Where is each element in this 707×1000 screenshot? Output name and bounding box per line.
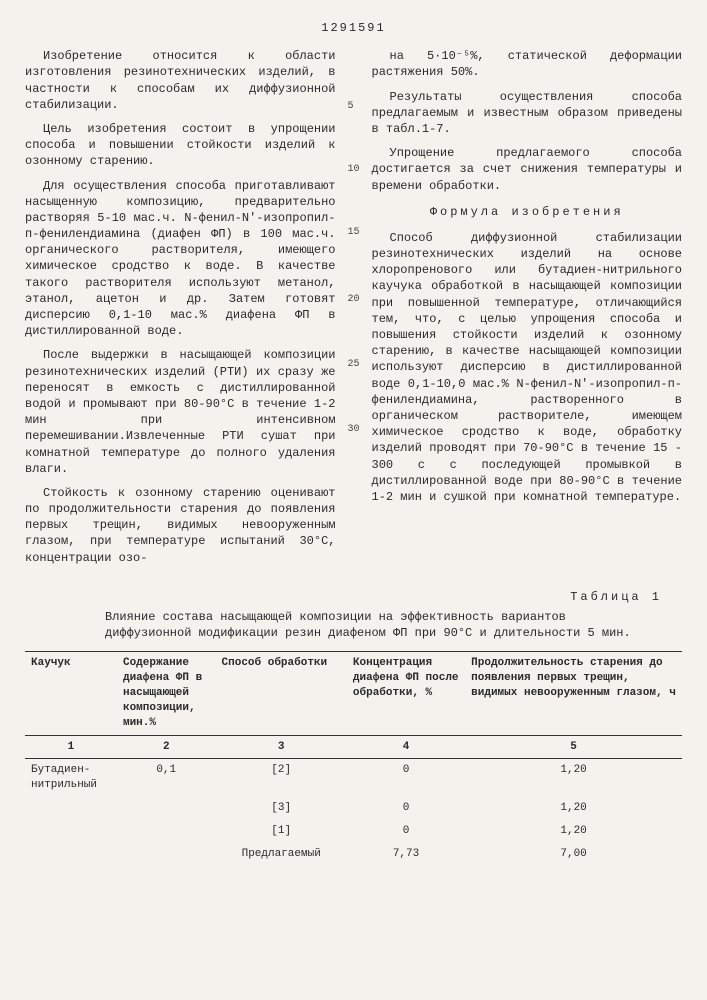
- para-r1: на 5·10⁻⁵%, статической деформации растя…: [372, 48, 683, 80]
- cell: [25, 797, 117, 820]
- cell: [1]: [216, 820, 347, 843]
- line-num-15: 15: [348, 226, 360, 240]
- table-row: Предлагаемый 7,73 7,00: [25, 843, 682, 866]
- cn-5: 5: [465, 735, 682, 759]
- line-num-5: 5: [348, 100, 354, 114]
- cell: [117, 820, 216, 843]
- line-num-25: 25: [348, 358, 360, 372]
- table-caption: Таблица 1: [25, 589, 662, 605]
- para-l1: Изобретение относится к области изготовл…: [25, 48, 336, 113]
- table-colnum-row: 1 2 3 4 5: [25, 735, 682, 759]
- cell: [3]: [216, 797, 347, 820]
- table-row: Бутадиен-нитрильный 0,1 [2] 0 1,20: [25, 759, 682, 797]
- cn-2: 2: [117, 735, 216, 759]
- para-l4: После выдержки в насыщающей композиции р…: [25, 347, 336, 477]
- cell: [117, 797, 216, 820]
- th-2: Содержание диафена ФП в насыщающей компо…: [117, 652, 216, 735]
- cell: [25, 820, 117, 843]
- para-l5: Стойкость к озонному старению оценивают …: [25, 485, 336, 566]
- document-number: 1291591: [25, 20, 682, 36]
- cell: 1,20: [465, 759, 682, 797]
- cn-3: 3: [216, 735, 347, 759]
- th-4: Концентрация диафена ФП после обработки,…: [347, 652, 465, 735]
- th-3: Способ обработки: [216, 652, 347, 735]
- cell: Предлагаемый: [216, 843, 347, 866]
- two-column-body: Изобретение относится к области изготовл…: [25, 48, 682, 574]
- table-row: [1] 0 1,20: [25, 820, 682, 843]
- para-r2: Результаты осуществления способа предлаг…: [372, 89, 683, 138]
- line-num-10: 10: [348, 163, 360, 177]
- para-l3: Для осуществления способа приготавливают…: [25, 178, 336, 340]
- line-num-30: 30: [348, 423, 360, 437]
- cell: [2]: [216, 759, 347, 797]
- para-r3: Упрощение предлагаемого способа достигае…: [372, 145, 683, 194]
- th-1: Каучук: [25, 652, 117, 735]
- cell: [25, 843, 117, 866]
- cell: 0: [347, 820, 465, 843]
- formula-title: Формула изобретения: [372, 204, 683, 220]
- table-row: [3] 0 1,20: [25, 797, 682, 820]
- cell: 1,20: [465, 797, 682, 820]
- table-header-row: Каучук Содержание диафена ФП в насыщающе…: [25, 652, 682, 735]
- data-table: Каучук Содержание диафена ФП в насыщающе…: [25, 651, 682, 865]
- cn-4: 4: [347, 735, 465, 759]
- cell: 7,73: [347, 843, 465, 866]
- line-num-20: 20: [348, 293, 360, 307]
- para-l2: Цель изобретения состоит в упрощении спо…: [25, 121, 336, 170]
- th-5: Продолжительность старения до появления …: [465, 652, 682, 735]
- right-column: на 5·10⁻⁵%, статической деформации растя…: [372, 48, 683, 574]
- cell: Бутадиен-нитрильный: [25, 759, 117, 797]
- table-description: Влияние состава насыщающей композиции на…: [105, 609, 642, 641]
- cell: 0: [347, 759, 465, 797]
- cell: 0: [347, 797, 465, 820]
- cell: [117, 843, 216, 866]
- cell: 7,00: [465, 843, 682, 866]
- left-column: Изобретение относится к области изготовл…: [25, 48, 336, 574]
- cn-1: 1: [25, 735, 117, 759]
- cell: 1,20: [465, 820, 682, 843]
- para-r4: Способ диффузионной стабилизации резинот…: [372, 230, 683, 505]
- cell: 0,1: [117, 759, 216, 797]
